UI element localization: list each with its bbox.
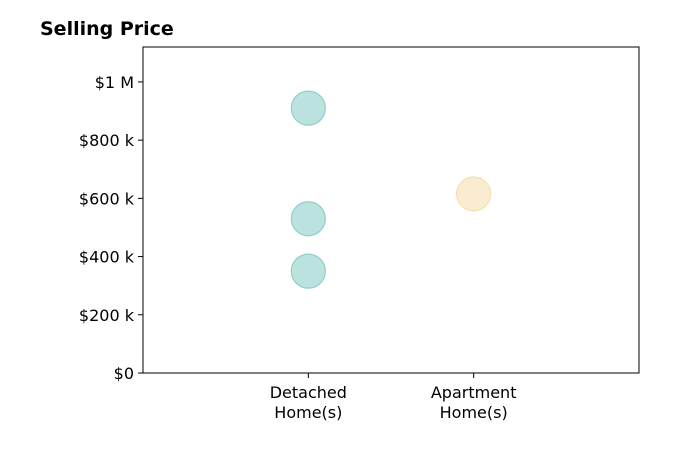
y-tick-label: $0 bbox=[114, 364, 134, 383]
data-point bbox=[290, 201, 326, 237]
y-tick-label: $400 k bbox=[79, 248, 135, 267]
data-point bbox=[456, 176, 492, 212]
y-tick-label: $800 k bbox=[79, 131, 135, 150]
data-point bbox=[290, 90, 326, 126]
y-tick-label: $200 k bbox=[79, 306, 135, 325]
x-tick-label-line: Home(s) bbox=[274, 403, 342, 422]
y-tick-label: $1 M bbox=[95, 73, 134, 92]
x-tick-label: Detached Home(s) bbox=[270, 383, 347, 422]
chart-title: Selling Price bbox=[40, 18, 174, 40]
x-tick-label-line: Detached bbox=[270, 383, 347, 402]
x-tick-label-line: Apartment bbox=[431, 383, 517, 402]
y-tick-label: $600 k bbox=[79, 189, 135, 208]
x-tick-label: Apartment Home(s) bbox=[431, 383, 517, 422]
plot-frame bbox=[142, 46, 640, 374]
x-tick-label-line: Home(s) bbox=[440, 403, 508, 422]
plot-marks bbox=[290, 90, 492, 289]
x-axis: Detached Home(s)Apartment Home(s) bbox=[270, 373, 517, 422]
y-axis: $0 $200 k $400 k $600 k $800 k $1 M bbox=[79, 73, 143, 383]
data-point bbox=[290, 253, 326, 289]
